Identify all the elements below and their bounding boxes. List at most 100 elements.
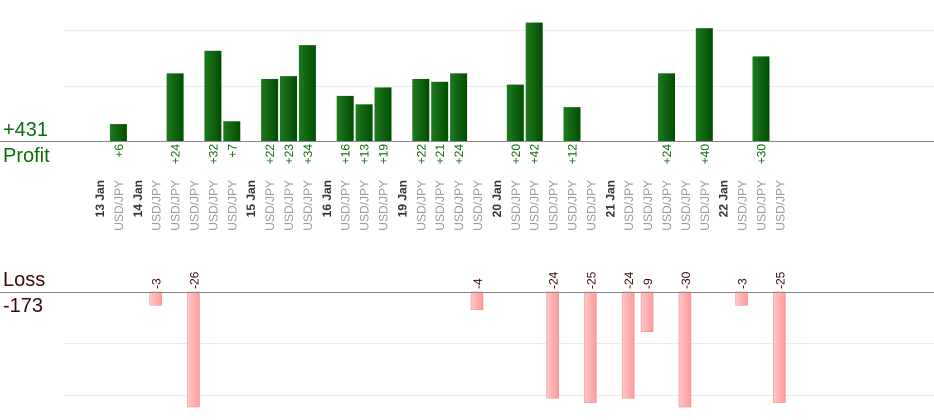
profit-bar[interactable] bbox=[695, 28, 713, 142]
pair-label: USD/JPY bbox=[565, 180, 579, 231]
pair-label: USD/JPY bbox=[698, 180, 712, 231]
pair-label: USD/JPY bbox=[622, 180, 636, 231]
date-label: 20 Jan bbox=[490, 180, 504, 217]
profit-bar[interactable] bbox=[355, 104, 373, 141]
pair-label: USD/JPY bbox=[584, 180, 598, 231]
date-label: 21 Jan bbox=[603, 180, 617, 217]
profit-value-label: +30 bbox=[754, 144, 768, 165]
date-label: 14 Jan bbox=[131, 180, 145, 217]
profit-bar[interactable] bbox=[109, 124, 127, 141]
profit-value-label: +24 bbox=[452, 144, 466, 165]
profit-value-label: +24 bbox=[169, 144, 183, 165]
pair-label: USD/JPY bbox=[433, 180, 447, 231]
loss-value-label: -4 bbox=[471, 278, 485, 289]
profit-bar[interactable] bbox=[166, 73, 184, 141]
pair-label: USD/JPY bbox=[641, 180, 655, 231]
pair-label: USD/JPY bbox=[736, 180, 750, 231]
profit-value-label: +21 bbox=[433, 144, 447, 165]
category-labels: 13 Jan USD/JPY +6 14 Jan USD/JPY -3 USD/JPY +24… bbox=[93, 144, 787, 289]
profit-bar[interactable] bbox=[506, 84, 524, 141]
profit-value-label: +12 bbox=[565, 144, 579, 165]
pair-label: USD/JPY bbox=[263, 180, 277, 231]
loss-value-label: -26 bbox=[187, 271, 201, 289]
pair-label: USD/JPY bbox=[150, 180, 164, 231]
profit-value-label: +13 bbox=[358, 144, 372, 165]
loss-bars bbox=[149, 291, 786, 408]
pair-label: USD/JPY bbox=[547, 180, 561, 231]
pair-label: USD/JPY bbox=[471, 180, 485, 231]
pair-label: USD/JPY bbox=[376, 180, 390, 231]
pair-label: USD/JPY bbox=[528, 180, 542, 231]
pair-label: USD/JPY bbox=[301, 180, 315, 231]
pair-label: USD/JPY bbox=[509, 180, 523, 231]
profit-value-label: +19 bbox=[376, 144, 390, 165]
pair-label: USD/JPY bbox=[282, 180, 296, 231]
loss-value-label: -25 bbox=[584, 271, 598, 289]
profit-bar[interactable] bbox=[204, 50, 222, 142]
pair-label: USD/JPY bbox=[187, 180, 201, 231]
profit-value-label: +32 bbox=[206, 144, 220, 165]
profit-bar[interactable] bbox=[752, 56, 770, 141]
profit-bar[interactable] bbox=[450, 73, 468, 141]
loss-bar[interactable] bbox=[149, 291, 162, 306]
loss-label: Loss bbox=[3, 269, 46, 291]
pair-label: USD/JPY bbox=[773, 180, 787, 231]
axes bbox=[0, 141, 934, 293]
profit-value-label: +16 bbox=[339, 144, 353, 165]
pair-label: USD/JPY bbox=[754, 180, 768, 231]
profit-bar[interactable] bbox=[374, 87, 392, 141]
date-label: 16 Jan bbox=[320, 180, 334, 217]
pair-label: USD/JPY bbox=[414, 180, 428, 231]
profit-value-label: +22 bbox=[414, 144, 428, 165]
loss-value-label: -24 bbox=[547, 271, 561, 289]
profit-bar[interactable] bbox=[431, 81, 449, 141]
date-label: 19 Jan bbox=[395, 180, 409, 217]
profit-value-label: +24 bbox=[660, 144, 674, 165]
pair-label: USD/JPY bbox=[169, 180, 183, 231]
loss-bar[interactable] bbox=[546, 291, 559, 399]
pair-label: USD/JPY bbox=[679, 180, 693, 231]
pair-label: USD/JPY bbox=[660, 180, 674, 231]
loss-bar[interactable] bbox=[621, 291, 635, 399]
profit-bar[interactable] bbox=[280, 76, 297, 141]
profit-bar[interactable] bbox=[525, 22, 543, 142]
date-label: 22 Jan bbox=[717, 180, 731, 217]
profit-value-label: +42 bbox=[528, 144, 542, 165]
profit-value-label: +20 bbox=[509, 144, 523, 165]
pair-label: USD/JPY bbox=[112, 180, 126, 231]
profit-value-label: +7 bbox=[225, 144, 239, 158]
profit-bar[interactable] bbox=[298, 45, 316, 142]
loss-value-label: -9 bbox=[641, 278, 655, 289]
loss-bar[interactable] bbox=[735, 291, 748, 306]
loss-bar[interactable] bbox=[678, 291, 692, 408]
profit-value-label: +40 bbox=[698, 144, 712, 165]
profit-bar[interactable] bbox=[563, 107, 581, 141]
profit-bar[interactable] bbox=[261, 78, 279, 141]
profit-bar[interactable] bbox=[412, 78, 430, 141]
profit-value-label: +6 bbox=[112, 144, 126, 158]
profit-value-label: +34 bbox=[301, 144, 315, 165]
profit-value-label: +22 bbox=[263, 144, 277, 165]
profit-bar[interactable] bbox=[223, 121, 241, 141]
profit-total: +431 bbox=[3, 119, 49, 141]
profit-bar[interactable] bbox=[658, 73, 675, 141]
profit-bars bbox=[109, 22, 770, 142]
loss-value-label: -24 bbox=[622, 271, 636, 289]
loss-bar[interactable] bbox=[584, 291, 597, 403]
date-label: 15 Jan bbox=[244, 180, 258, 217]
loss-bar[interactable] bbox=[773, 291, 786, 403]
loss-value-label: -30 bbox=[679, 271, 693, 289]
loss-bar[interactable] bbox=[187, 291, 200, 408]
loss-value-label: -3 bbox=[736, 278, 750, 289]
loss-value-label: -3 bbox=[150, 278, 164, 289]
loss-total: -173 bbox=[3, 295, 44, 317]
profit-label: Profit bbox=[3, 145, 50, 167]
profit-bar[interactable] bbox=[336, 95, 354, 141]
loss-bar[interactable] bbox=[640, 291, 654, 333]
pair-label: USD/JPY bbox=[206, 180, 220, 231]
profit-value-label: +23 bbox=[282, 144, 296, 165]
date-label: 13 Jan bbox=[93, 180, 107, 217]
loss-value-label: -25 bbox=[773, 271, 787, 289]
loss-bar[interactable] bbox=[470, 291, 484, 310]
